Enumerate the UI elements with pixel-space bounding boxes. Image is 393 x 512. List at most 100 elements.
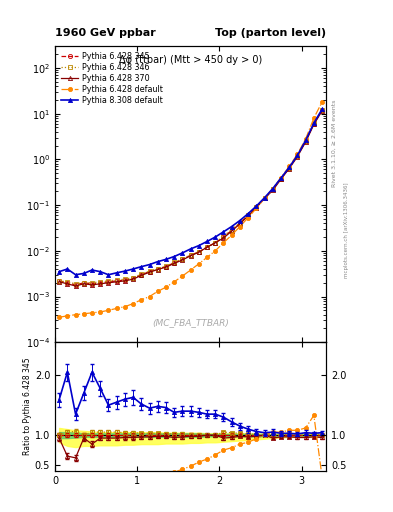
- Pythia 6.428 default: [312, 115, 316, 121]
- Pythia 6.428 default: [180, 273, 185, 279]
- Pythia 6.428 default: [163, 284, 168, 290]
- Pythia 6.428 default: [279, 175, 283, 181]
- Pythia 6.428 346: [303, 138, 308, 144]
- Pythia 6.428 default: [98, 309, 103, 315]
- Pythia 6.428 346: [180, 256, 185, 262]
- Pythia 6.428 370: [123, 278, 127, 284]
- Pythia 8.308 default: [172, 253, 176, 260]
- Pythia 6.428 370: [163, 264, 168, 270]
- Pythia 6.428 345: [147, 269, 152, 275]
- Pythia 8.308 default: [262, 195, 267, 201]
- Pythia 6.428 default: [114, 305, 119, 311]
- Pythia 6.428 345: [270, 186, 275, 193]
- Pythia 8.308 default: [106, 272, 111, 278]
- Pythia 6.428 default: [73, 312, 78, 318]
- Pythia 6.428 346: [221, 233, 226, 239]
- Pythia 6.428 345: [73, 282, 78, 288]
- Pythia 6.428 default: [230, 232, 234, 238]
- Pythia 6.428 346: [123, 276, 127, 282]
- Pythia 6.428 default: [188, 267, 193, 273]
- Pythia 8.308 default: [180, 250, 185, 256]
- Pythia 6.428 346: [230, 227, 234, 233]
- Pythia 6.428 345: [279, 176, 283, 182]
- Pythia 6.428 345: [98, 280, 103, 286]
- Pythia 6.428 370: [57, 279, 61, 285]
- Pythia 6.428 346: [287, 164, 292, 170]
- Pythia 8.308 default: [73, 272, 78, 278]
- Pythia 6.428 345: [205, 244, 209, 250]
- Pythia 6.428 346: [155, 265, 160, 271]
- Pythia 6.428 370: [320, 108, 325, 114]
- Pythia 6.428 345: [180, 257, 185, 263]
- Pythia 6.428 345: [90, 281, 94, 287]
- Text: 1960 GeV ppbar: 1960 GeV ppbar: [55, 28, 156, 38]
- Pythia 8.308 default: [57, 269, 61, 275]
- Pythia 6.428 370: [90, 282, 94, 288]
- Pythia 6.428 345: [123, 277, 127, 283]
- Pythia 8.308 default: [163, 257, 168, 263]
- Pythia 6.428 345: [155, 266, 160, 272]
- Pythia 6.428 370: [106, 280, 111, 286]
- Pythia 6.428 370: [73, 283, 78, 289]
- Pythia 8.308 default: [81, 270, 86, 276]
- Pythia 6.428 345: [246, 212, 250, 218]
- Pythia 6.428 370: [312, 121, 316, 127]
- Pythia 6.428 346: [139, 271, 144, 277]
- Pythia 6.428 345: [320, 107, 325, 113]
- Pythia 6.428 370: [230, 228, 234, 234]
- Pythia 6.428 346: [246, 212, 250, 218]
- Pythia 6.428 370: [279, 176, 283, 182]
- Pythia 6.428 346: [172, 259, 176, 265]
- Pythia 6.428 345: [303, 138, 308, 144]
- Pythia 6.428 345: [188, 252, 193, 259]
- Pythia 8.308 default: [90, 267, 94, 273]
- Pythia 6.428 370: [65, 281, 70, 287]
- Pythia 6.428 370: [246, 213, 250, 219]
- Pythia 8.308 default: [205, 239, 209, 245]
- Pythia 6.428 370: [295, 154, 300, 160]
- Pythia 8.308 default: [139, 264, 144, 270]
- Pythia 6.428 345: [139, 272, 144, 278]
- Pythia 8.308 default: [213, 234, 218, 240]
- Pythia 8.308 default: [295, 153, 300, 159]
- Pythia 6.428 346: [262, 195, 267, 201]
- Text: Rivet 3.1.10, ≥ 2.6M events: Rivet 3.1.10, ≥ 2.6M events: [332, 100, 337, 187]
- Pythia 6.428 346: [57, 278, 61, 284]
- Pythia 8.308 default: [246, 210, 250, 217]
- Pythia 6.428 346: [205, 244, 209, 250]
- Pythia 8.308 default: [320, 106, 325, 112]
- Pythia 6.428 345: [213, 240, 218, 246]
- Pythia 6.428 346: [237, 220, 242, 226]
- Pythia 8.308 default: [237, 218, 242, 224]
- Pythia 6.428 370: [254, 205, 259, 211]
- Pythia 8.308 default: [221, 229, 226, 235]
- Pythia 6.428 370: [303, 139, 308, 145]
- Pythia 6.428 default: [295, 151, 300, 157]
- Pythia 8.308 default: [230, 223, 234, 229]
- Pythia 6.428 346: [131, 274, 136, 281]
- Pythia 6.428 370: [287, 165, 292, 172]
- Pythia 6.428 370: [147, 269, 152, 275]
- Pythia 6.428 default: [106, 307, 111, 313]
- Pythia 6.428 default: [221, 240, 226, 246]
- Pythia 8.308 default: [147, 262, 152, 268]
- Pythia 6.428 346: [196, 248, 201, 254]
- Pythia 6.428 default: [123, 304, 127, 310]
- Pythia 6.428 default: [131, 301, 136, 307]
- Pythia 6.428 default: [237, 223, 242, 229]
- Pythia 6.428 346: [320, 107, 325, 113]
- Pythia 6.428 346: [147, 268, 152, 274]
- Pythia 6.428 345: [254, 204, 259, 210]
- Pythia 6.428 default: [65, 313, 70, 319]
- Pythia 6.428 345: [65, 280, 70, 286]
- Pythia 6.428 346: [312, 120, 316, 126]
- Pythia 6.428 default: [320, 99, 325, 105]
- Pythia 6.428 default: [213, 248, 218, 254]
- Pythia 6.428 default: [81, 311, 86, 317]
- Pythia 6.428 default: [205, 254, 209, 261]
- Pythia 8.308 default: [287, 164, 292, 170]
- Pythia 6.428 default: [147, 293, 152, 300]
- Line: Pythia 6.428 345: Pythia 6.428 345: [57, 108, 324, 287]
- Pythia 6.428 default: [196, 261, 201, 267]
- Pythia 8.308 default: [123, 268, 127, 274]
